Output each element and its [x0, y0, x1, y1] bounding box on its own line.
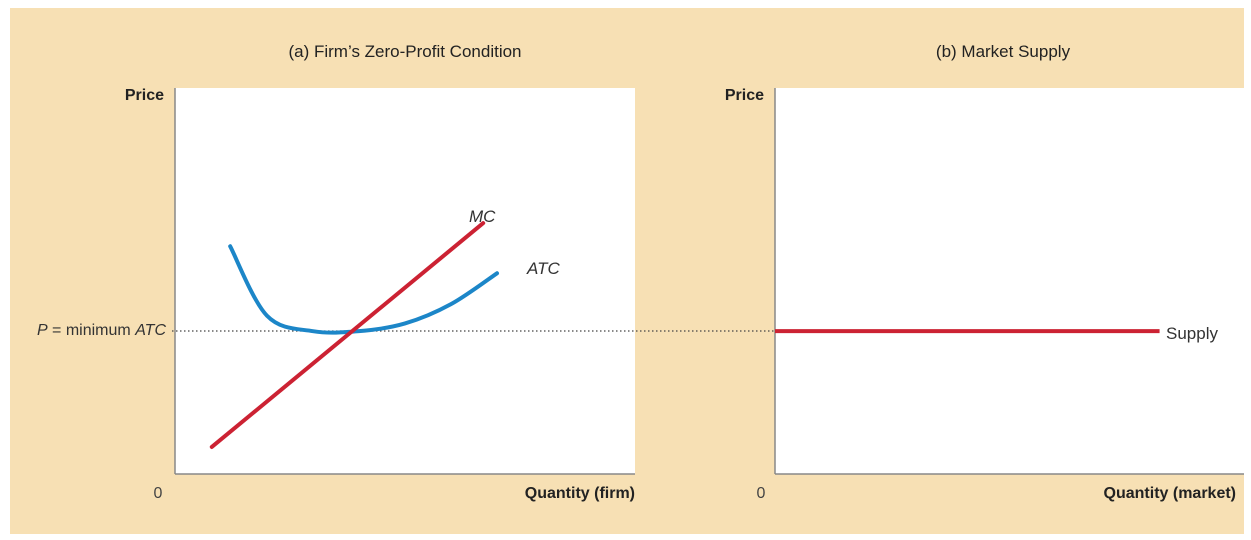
title-b: (b) Market Supply [936, 42, 1071, 61]
atc-label: ATC [526, 259, 560, 278]
title-a: (a) Firm’s Zero-Profit Condition [288, 42, 521, 61]
supply-label: Supply [1166, 324, 1218, 343]
mc-label: MC [469, 207, 496, 226]
price-label-suffix: ATC [134, 322, 166, 339]
xlabel-b: Quantity (market) [1104, 485, 1236, 502]
plot-area-a [175, 88, 635, 474]
origin-a: 0 [154, 485, 163, 502]
price-label-eq: = minimum [48, 322, 136, 339]
ylabel-b: Price [725, 87, 764, 104]
origin-b: 0 [757, 485, 766, 502]
mc-line [209, 221, 486, 449]
ylabel-a: Price [125, 87, 164, 104]
plot-area-b [775, 88, 1244, 474]
xlabel-a: Quantity (firm) [525, 485, 635, 502]
atc-curve [228, 244, 499, 335]
price-reference-label: P = minimum ATC [37, 322, 167, 339]
price-label-prefix: P [37, 322, 48, 339]
